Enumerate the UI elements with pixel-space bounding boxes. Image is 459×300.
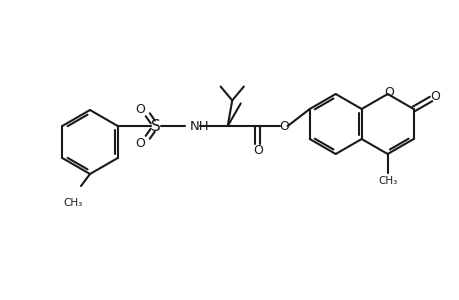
Text: O: O — [430, 90, 439, 103]
Text: O: O — [252, 143, 262, 157]
Text: O: O — [134, 103, 144, 116]
Text: O: O — [278, 119, 288, 133]
Text: S: S — [151, 118, 160, 134]
Text: CH₃: CH₃ — [63, 198, 83, 208]
Text: O: O — [134, 136, 144, 149]
Text: CH₃: CH₃ — [377, 176, 397, 186]
Text: O: O — [384, 85, 394, 98]
Text: NH: NH — [189, 119, 209, 133]
